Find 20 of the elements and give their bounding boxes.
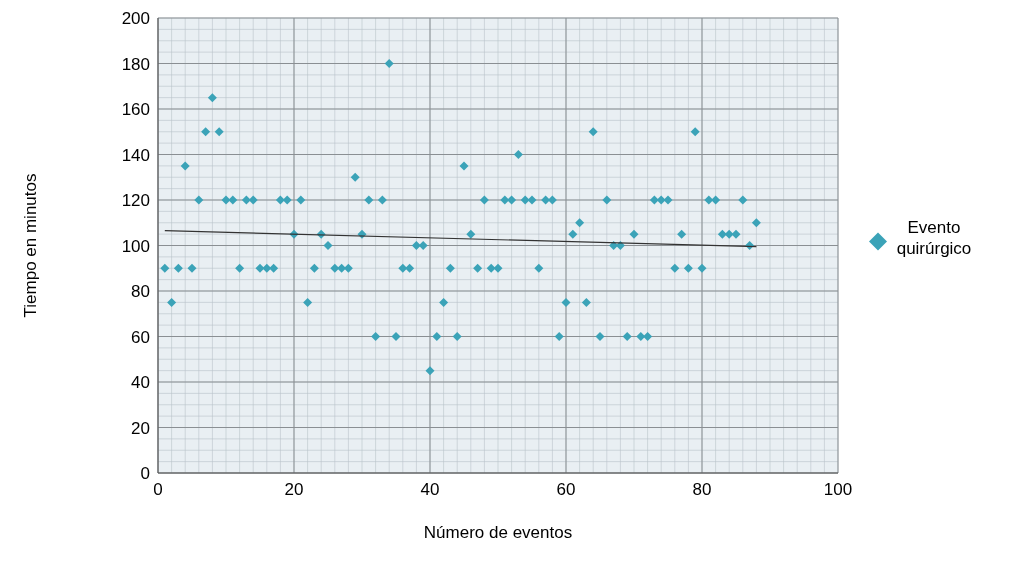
x-tick-label: 20 [284,480,304,499]
x-tick-label: 0 [153,480,163,499]
y-axis-title: Tiempo en minutos [21,173,40,318]
y-tick-label: 20 [131,418,150,438]
y-tick-label: 180 [121,54,150,74]
x-tick-label: 100 [823,480,853,499]
x-tick-label: 40 [420,480,440,499]
x-axis-title: Número de eventos [423,523,573,542]
x-tick-label: 80 [692,480,712,499]
y-tick-label: 140 [121,145,150,165]
y-tick-label: 60 [131,327,150,347]
y-tick-label: 0 [140,464,150,483]
y-tick-label: 120 [121,191,150,210]
y-tick-label: 100 [121,236,150,256]
y-tick-label: 40 [131,373,150,392]
y-tick-label: 160 [121,100,150,119]
y-tick-label: 80 [131,282,150,301]
x-tick-label: 60 [556,480,576,499]
y-tick-label: 200 [121,9,150,28]
text: Evento quirúrgico [896,217,972,258]
